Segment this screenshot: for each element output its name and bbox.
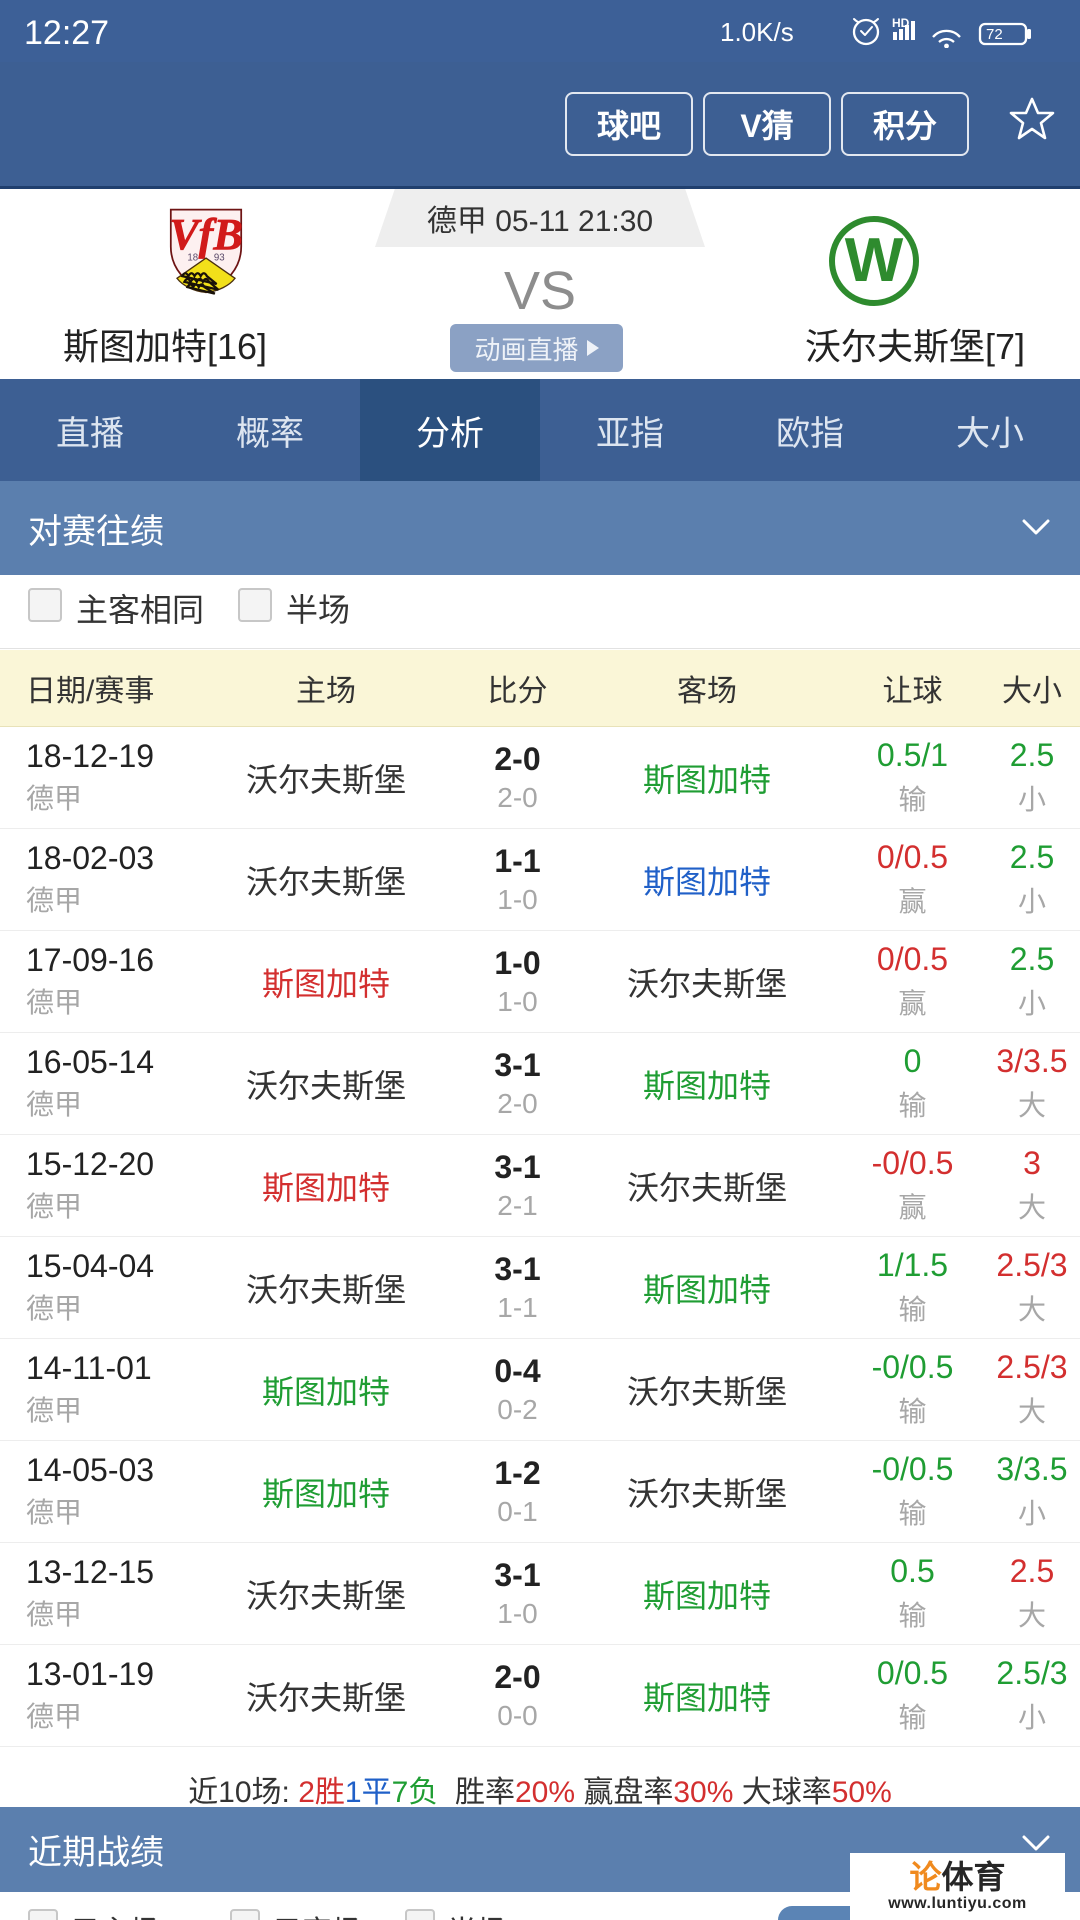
svg-text:VfB: VfB (169, 210, 242, 259)
svg-text:1.0K/s: 1.0K/s (720, 17, 794, 47)
svg-text:72: 72 (986, 26, 1003, 43)
